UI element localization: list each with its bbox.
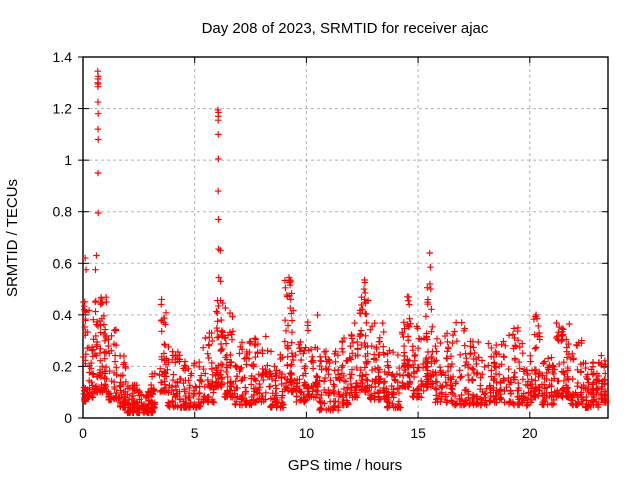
y-tick-label: 1 [64, 152, 72, 168]
y-tick-label: 0.4 [53, 307, 73, 323]
y-tick-label: 0.6 [53, 255, 73, 271]
plot-border [82, 56, 609, 419]
scatter-points [80, 67, 610, 417]
y-tick-label: 1.4 [53, 49, 73, 65]
y-axis-label: SRMTID / TECUs [4, 179, 21, 297]
tick-labels: 0 5 10 15 20 0 0.2 0.4 0.6 0.8 1 1.2 1.4 [53, 49, 538, 441]
chart-title: Day 208 of 2023, SRMTID for receiver aja… [202, 20, 489, 37]
y-tick-label: 1.2 [53, 101, 73, 117]
x-axis-label: GPS time / hours [288, 457, 402, 474]
y-tick-label: 0.2 [53, 358, 73, 374]
gridlines [83, 57, 608, 418]
x-tick-label: 10 [299, 425, 315, 441]
x-tick-label: 20 [522, 425, 538, 441]
x-tick-label: 5 [191, 425, 199, 441]
y-tick-label: 0.8 [53, 204, 73, 220]
x-tick-label: 15 [410, 425, 426, 441]
y-tick-label: 0 [64, 410, 72, 426]
x-tick-label: 0 [79, 425, 87, 441]
